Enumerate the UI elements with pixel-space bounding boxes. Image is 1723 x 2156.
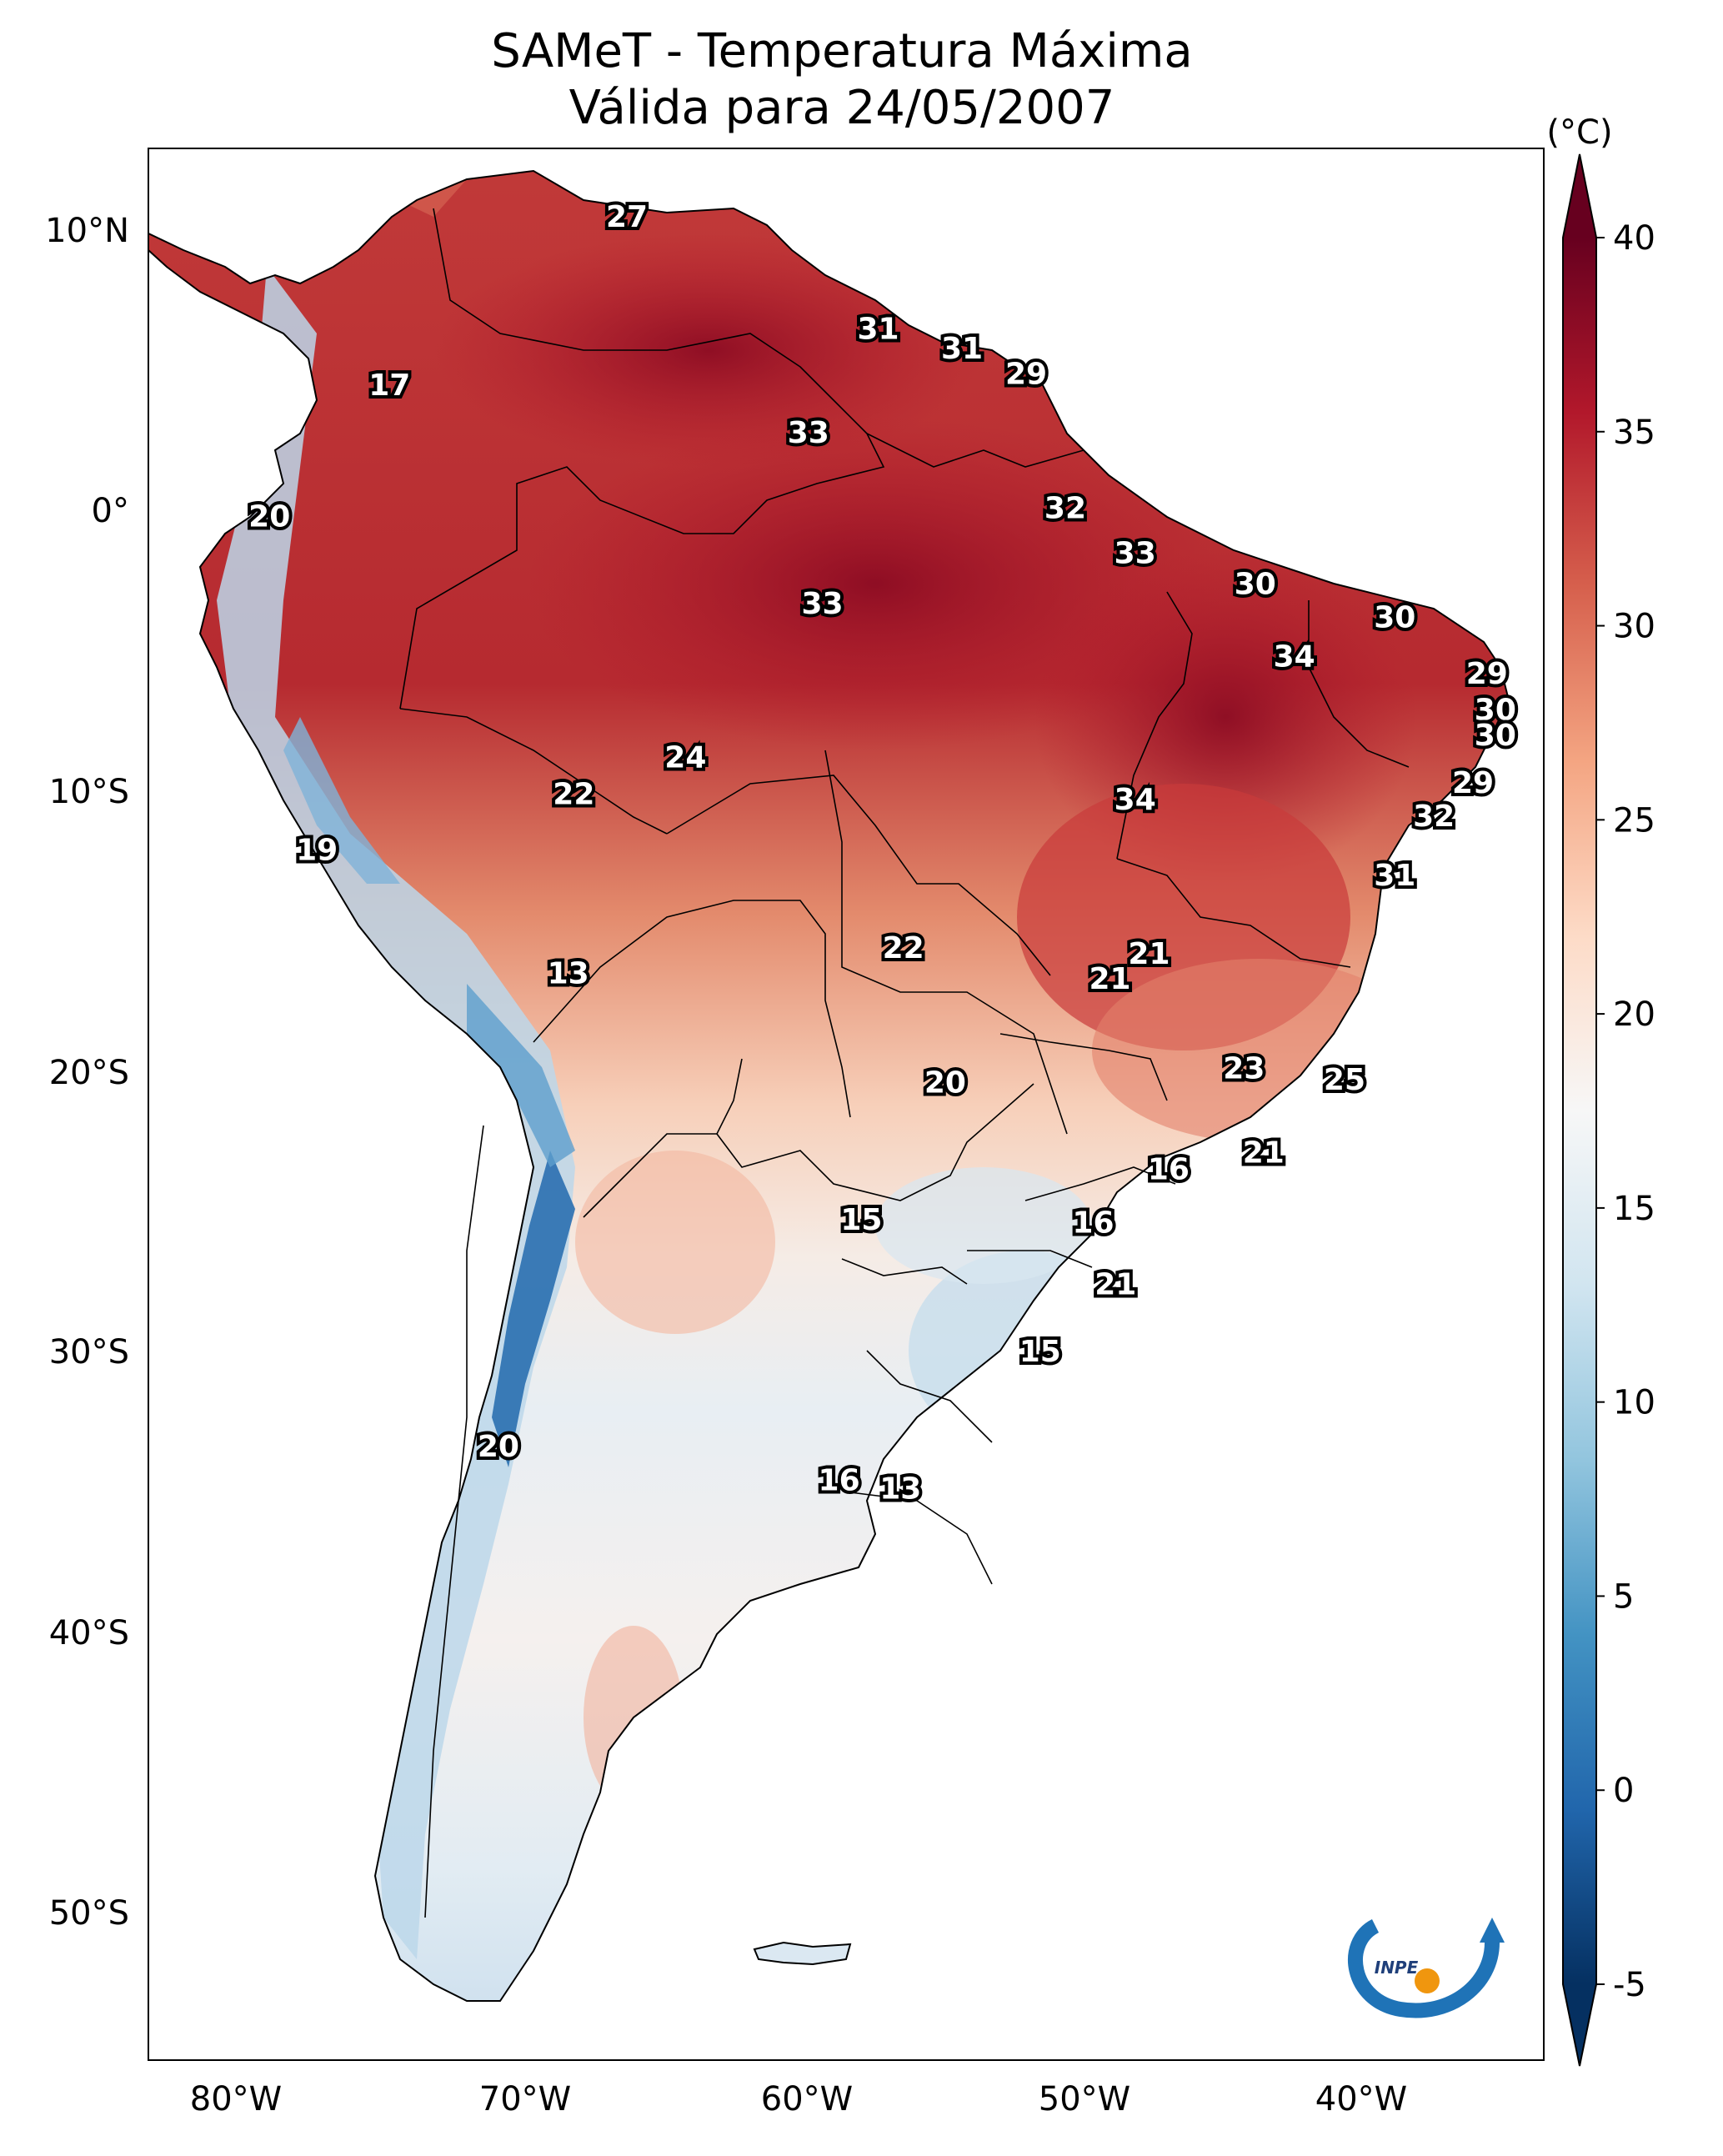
city-temp-label: 33 [801, 587, 843, 621]
city-temp-label: 31 [1374, 859, 1415, 893]
falkland-islands [753, 1941, 852, 1966]
city-temp-label: 30 [1475, 719, 1516, 753]
colorbar: (°C) 40 35 30 25 20 15 10 5 0 -5 [1546, 113, 1655, 2067]
colorbar-tick-label: 40 [1613, 219, 1655, 258]
city-temp-label: 30 [1235, 567, 1276, 601]
lon-label-50w: 50°W [1039, 2080, 1130, 2118]
city-temp-label: 15 [1019, 1335, 1061, 1369]
city-temp-label: 31 [941, 332, 983, 366]
lat-label-40s: 40°S [49, 1614, 129, 1652]
city-temp-label: 22 [883, 931, 924, 965]
city-temp-label: 24 [664, 741, 706, 775]
colorbar-max-arrow [1563, 154, 1596, 238]
city-temp-label: 34 [1114, 783, 1156, 817]
colorbar-tick-label: -5 [1613, 1966, 1646, 2004]
city-temp-label: 20 [478, 1430, 519, 1464]
lat-label-10n: 10°N [45, 212, 129, 250]
city-temp-label: 21 [1089, 962, 1130, 996]
colorbar-tick-label: 5 [1613, 1577, 1634, 1616]
lat-label-50s: 50°S [49, 1894, 129, 1933]
longitude-axis-labels: 80°W 70°W 60°W 50°W 40°W [190, 2080, 1407, 2118]
city-temp-label: 15 [840, 1203, 882, 1237]
logo-arrow-icon [1480, 1918, 1505, 1943]
inpe-logo: INPE [1348, 1918, 1505, 2018]
city-temp-label: 16 [1072, 1206, 1114, 1240]
city-temp-label: 30 [1475, 694, 1516, 728]
country-borders [399, 208, 1410, 1918]
city-temp-label: 23 [1223, 1052, 1265, 1086]
city-temp-label: 32 [1044, 492, 1086, 526]
lat-label-0: 0° [92, 492, 129, 530]
city-temp-label: 20 [924, 1065, 966, 1100]
city-temp-label: 16 [819, 1464, 860, 1498]
city-temp-label: 31 [857, 313, 899, 347]
colorbar-tick-label: 15 [1613, 1190, 1655, 1228]
colorbar-tick-label: 35 [1613, 414, 1655, 452]
city-temp-label: 13 [879, 1472, 921, 1507]
lon-label-40w: 40°W [1315, 2080, 1407, 2118]
colorbar-tick-label: 10 [1613, 1384, 1655, 1422]
lat-label-20s: 20°S [49, 1054, 129, 1092]
map-frame [148, 148, 1545, 2061]
city-temp-label: 33 [1114, 536, 1156, 570]
colorbar-tick-label: 30 [1613, 608, 1655, 646]
colorbar-tick-label: 20 [1613, 995, 1655, 1034]
city-temp-label: 33 [788, 416, 829, 450]
city-temp-label: 29 [1466, 657, 1508, 691]
lat-label-30s: 30°S [49, 1333, 129, 1371]
lon-label-80w: 80°W [190, 2080, 282, 2118]
lat-label-10s: 10°S [49, 773, 129, 811]
city-temp-label: 27 [606, 200, 648, 234]
city-temp-label: 20 [248, 500, 290, 534]
city-temp-label: 22 [553, 777, 594, 811]
city-temp-label: 30 [1374, 601, 1415, 635]
city-temp-label: 16 [1148, 1153, 1190, 1187]
city-temp-label: 34 [1274, 640, 1315, 674]
lon-label-70w: 70°W [479, 2080, 571, 2118]
logo-sun-icon [1415, 1968, 1440, 1993]
colorbar-unit-label: (°C) [1546, 113, 1612, 152]
map-plot-area [148, 148, 1544, 2060]
colorbar-gradient [1563, 238, 1596, 1984]
colorbar-min-arrow [1563, 1984, 1596, 2066]
colorbar-tick-label: 0 [1613, 1772, 1634, 1810]
city-temp-label: 21 [1128, 937, 1170, 971]
colorbar-ticks: 40 35 30 25 20 15 10 5 0 -5 [1596, 219, 1655, 2004]
map-title-line2: Válida para 24/05/2007 [569, 81, 1115, 135]
map-title-line1: SAMeT - Temperatura Máxima [491, 24, 1193, 78]
lon-label-60w: 60°W [761, 2080, 853, 2118]
city-temp-label: 21 [1094, 1267, 1136, 1301]
city-temp-label: 29 [1005, 357, 1047, 391]
city-temp-label: 32 [1413, 800, 1455, 834]
city-temp-label: 19 [296, 834, 338, 868]
city-temp-label: 29 [1452, 766, 1494, 800]
logo-text: INPE [1375, 1958, 1419, 1978]
latitude-axis-labels: 10°N 0° 10°S 20°S 30°S 40°S 50°S [45, 212, 129, 1933]
logo-swoosh-icon [1348, 1918, 1500, 2018]
city-temp-label: 21 [1243, 1136, 1285, 1170]
city-temp-label: 13 [548, 956, 589, 990]
city-temp-label: 25 [1324, 1063, 1365, 1097]
city-temp-label: 17 [368, 369, 410, 403]
colorbar-tick-label: 25 [1613, 801, 1655, 840]
